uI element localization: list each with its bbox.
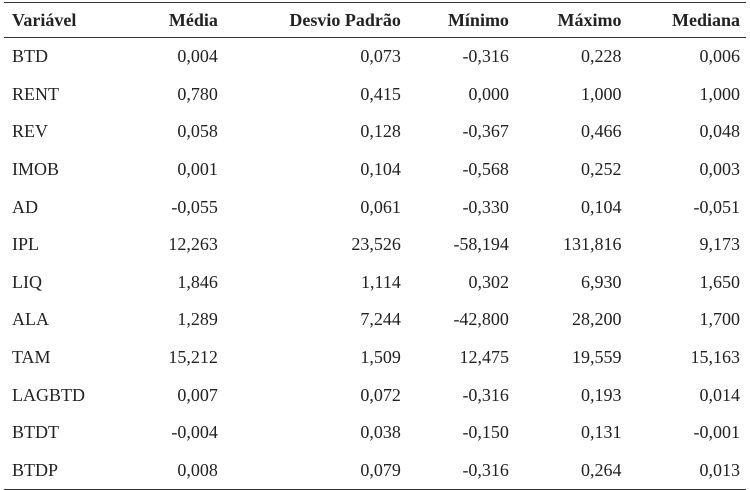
value-cell: 0,415 — [360, 83, 401, 104]
header-cell: Mediana — [627, 2, 746, 38]
table-row: RENT 0,780 0,415 0,000 1,000 1,000 — [4, 76, 746, 114]
value-cell: 0,302 — [468, 271, 509, 292]
value-cell: 15,163 — [690, 347, 741, 368]
value-cell: 1,000 — [580, 83, 622, 104]
variable-cell: LAGBTD — [12, 384, 85, 405]
value-cell: 1,114 — [360, 271, 401, 292]
header-cell: Variável — [4, 2, 133, 38]
value-cell: 0,004 — [177, 46, 218, 67]
value-cell: 1,846 — [177, 271, 218, 292]
value-cell: -0,568 — [462, 159, 509, 180]
variable-cell: BTDT — [12, 422, 59, 443]
stats-table: Variável Média Desvio Padrão Mínimo Máximo Me… — [4, 2, 746, 490]
variable-cell: IPL — [12, 234, 39, 255]
value-cell: 0,000 — [468, 83, 509, 104]
table-row: IPL 12,263 23,526 -58,194 131,816 9,173 — [4, 226, 746, 264]
value-cell: 0,058 — [177, 121, 218, 142]
variable-cell: IMOB — [12, 159, 60, 180]
value-cell: 0,072 — [360, 384, 401, 405]
value-cell: 6,930 — [580, 271, 622, 292]
value-cell: 1,000 — [699, 83, 741, 104]
table-row: BTDP 0,008 0,079 -0,316 0,264 0,013 — [4, 451, 746, 490]
header-cell: Máximo — [514, 2, 628, 38]
value-cell: 23,526 — [351, 234, 401, 255]
value-cell: 0,007 — [177, 384, 218, 405]
value-cell: -0,316 — [406, 451, 515, 490]
table-row: REV 0,058 0,128 -0,367 0,466 0,048 — [4, 113, 746, 151]
value-cell: -0,316 — [462, 384, 509, 405]
value-cell: -0,150 — [462, 422, 509, 443]
variable-cell: RENT — [12, 83, 59, 104]
value-cell: -0,367 — [462, 121, 509, 142]
value-cell: 0,079 — [223, 451, 407, 490]
variable-cell: LIQ — [12, 271, 42, 292]
value-cell: 0,780 — [177, 83, 218, 104]
variable-cell: ALA — [12, 309, 49, 330]
value-cell: 0,006 — [699, 46, 741, 67]
table-row: LAGBTD 0,007 0,072 -0,316 0,193 0,014 — [4, 376, 746, 414]
value-cell: 0,001 — [177, 159, 218, 180]
table-row: ALA 1,289 7,244 -42,800 28,200 1,700 — [4, 301, 746, 339]
value-cell: -0,004 — [171, 422, 218, 443]
value-cell: 0,003 — [699, 159, 741, 180]
header-cell: Desvio Padrão — [223, 2, 407, 38]
header-cell: Média — [132, 2, 224, 38]
value-cell: 0,008 — [132, 451, 224, 490]
value-cell: 9,173 — [699, 234, 741, 255]
value-cell: 0,104 — [360, 159, 401, 180]
value-cell: 0,193 — [580, 384, 622, 405]
value-cell: 0,061 — [360, 196, 401, 217]
value-cell: 1,509 — [360, 347, 401, 368]
value-cell: 0,228 — [580, 46, 622, 67]
value-cell: 7,244 — [360, 309, 401, 330]
value-cell: -42,800 — [453, 309, 509, 330]
table-row: LIQ 1,846 1,114 0,302 6,930 1,650 — [4, 264, 746, 302]
value-cell: 0,128 — [360, 121, 401, 142]
table-row: BTD 0,004 0,073 -0,316 0,228 0,006 — [4, 38, 746, 76]
value-cell: -0,001 — [693, 422, 741, 443]
table-row: IMOB 0,001 0,104 -0,568 0,252 0,003 — [4, 151, 746, 189]
value-cell: 0,048 — [699, 121, 741, 142]
value-cell: 0,014 — [699, 384, 741, 405]
variable-cell: AD — [12, 196, 38, 217]
value-cell: 131,816 — [562, 234, 622, 255]
value-cell: -0,055 — [171, 196, 218, 217]
value-cell: -0,316 — [462, 46, 509, 67]
value-cell: 12,263 — [168, 234, 218, 255]
header-cell: Mínimo — [406, 2, 515, 38]
value-cell: 1,289 — [177, 309, 218, 330]
value-cell: 0,131 — [580, 422, 622, 443]
value-cell: 15,212 — [168, 347, 218, 368]
value-cell: -58,194 — [453, 234, 509, 255]
table-row: AD -0,055 0,061 -0,330 0,104 -0,051 — [4, 188, 746, 226]
variable-cell: BTD — [12, 46, 48, 67]
value-cell: 12,475 — [459, 347, 509, 368]
header-row: Variável Média Desvio Padrão Mínimo Máximo Me… — [4, 2, 746, 38]
variable-cell: TAM — [12, 347, 51, 368]
table-row: BTDT -0,004 0,038 -0,150 0,131 -0,001 — [4, 414, 746, 452]
value-cell: 0,264 — [514, 451, 628, 490]
value-cell: 0,252 — [580, 159, 622, 180]
value-cell: -0,330 — [462, 196, 509, 217]
variable-cell: REV — [12, 121, 48, 142]
value-cell: 0,013 — [627, 451, 746, 490]
value-cell: 1,700 — [699, 309, 741, 330]
value-cell: -0,051 — [693, 196, 741, 217]
value-cell: 1,650 — [699, 271, 741, 292]
value-cell: 19,559 — [571, 347, 622, 368]
variable-cell: BTDP — [4, 451, 133, 490]
value-cell: 0,038 — [360, 422, 401, 443]
table-body: BTD 0,004 0,073 -0,316 0,228 0,006 RENT 0,780 0,… — [4, 38, 746, 490]
table-row: TAM 15,212 1,509 12,475 19,559 15,163 — [4, 339, 746, 377]
value-cell: 0,073 — [360, 46, 401, 67]
value-cell: 28,200 — [571, 309, 622, 330]
value-cell: 0,466 — [580, 121, 622, 142]
value-cell: 0,104 — [580, 196, 622, 217]
